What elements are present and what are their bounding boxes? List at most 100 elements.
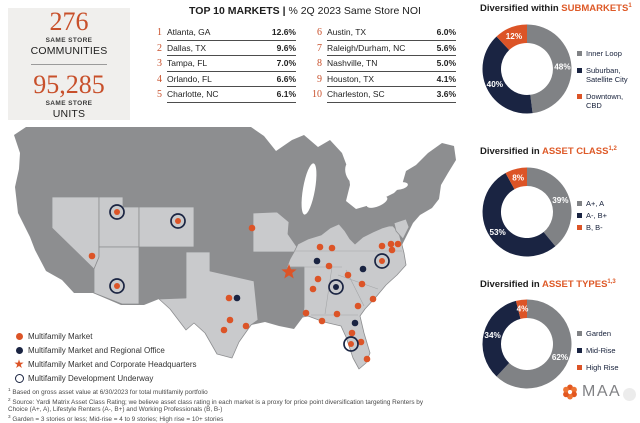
- legend-label: Suburban, Satellite City: [586, 66, 628, 84]
- map-markers: [88, 204, 402, 363]
- units-count: 95,285: [33, 69, 105, 99]
- marker-regional-office: [351, 319, 359, 327]
- map-legend-label: Multifamily Market and Corporate Headqua…: [28, 359, 197, 369]
- marker-multifamily-market: [318, 317, 326, 325]
- headquarters-star-icon: ★: [13, 357, 25, 372]
- legend-label: A+, A: [586, 199, 605, 208]
- markets-tables: 1 Atlanta, GA 12.6% 2 Dallas, TX 9.6% 3 Tampa, …: [148, 25, 462, 103]
- donut-value-label: 39%: [552, 196, 569, 205]
- map-legend-item: Multifamily Market: [10, 330, 197, 344]
- legend-label: Downtown, CBD: [586, 92, 624, 110]
- legend-label: High Rise: [586, 363, 619, 372]
- donut-value-label: 40%: [487, 80, 504, 89]
- legend-item: A+, A: [577, 199, 607, 208]
- same-store-stats-box: 276 SAME STORE COMMUNITIES 95,285 SAME S…: [8, 8, 130, 120]
- communities-count: 276: [49, 6, 89, 36]
- chart-legend: Garden Mid-Rise High Rise: [577, 329, 619, 372]
- chart-title-prefix: Diversified in: [480, 146, 542, 158]
- marker-multifamily-market: [369, 295, 377, 303]
- asset-class-chart: Diversified in ASSET CLASS1,2 39% 53% 8% A+,…: [480, 146, 640, 282]
- table-row: 8 Nashville, TN 5.0%: [308, 56, 456, 72]
- market-noi-share: 3.6%: [436, 89, 456, 100]
- market-noi-share: 12.6%: [271, 27, 296, 38]
- market-noi-share: 5.0%: [436, 58, 456, 69]
- top-10-markets: TOP 10 MARKETS | % 2Q 2023 Same Store NO…: [148, 5, 462, 103]
- marker-development-market: [348, 341, 354, 347]
- marker-multifamily-market: [309, 285, 317, 293]
- footnote-text: Source: Yardi Matrix Asset Class Rating;…: [8, 399, 424, 414]
- chart-title: Diversified in ASSET TYPES1,3: [480, 279, 640, 290]
- marker-regional-office: [313, 257, 321, 265]
- legend-label: A-, B+: [586, 211, 608, 220]
- market-rank: 8: [317, 58, 322, 70]
- chart-title-prefix: Diversified within: [480, 3, 562, 15]
- market-cells: Atlanta, GA 12.6%: [167, 25, 296, 41]
- stats-divider: [31, 63, 107, 65]
- state-texas: [158, 251, 259, 359]
- map-legend-item: Multifamily Development Underway: [10, 371, 197, 385]
- marker-development-ring: [374, 253, 390, 269]
- markets-table-right: 6 Austin, TX 6.0% 7 Raleigh/Durham, NC 5.6% 8 N…: [308, 25, 456, 103]
- legend-swatch: [577, 224, 582, 230]
- map-legend: Multifamily Market Multifamily Market and…: [10, 330, 197, 385]
- table-row: 4 Orlando, FL 6.6%: [148, 72, 296, 87]
- legend-item: A-, B+: [577, 211, 607, 220]
- chart-title-highlight: SUBMARKETS: [561, 3, 629, 15]
- table-row: 3 Tampa, FL 7.0%: [148, 56, 296, 72]
- market-cells: Raleigh/Durham, NC 5.6%: [327, 41, 456, 56]
- donut-value-label: 8%: [512, 173, 525, 182]
- market-noi-share: 5.6%: [436, 42, 456, 53]
- marker-multifamily-market: [226, 316, 234, 324]
- market-noi-share: 9.6%: [276, 42, 296, 53]
- footnotes: 1 Based on gross asset value at 6/30/202…: [8, 386, 436, 423]
- legend-swatch: [577, 67, 582, 73]
- marker-regional-office: [359, 265, 367, 273]
- market-name: Orlando, FL: [167, 73, 212, 84]
- market-rank: 7: [317, 42, 322, 54]
- marker-development-ring: [109, 204, 125, 220]
- chart-title-superscript: 1,3: [607, 279, 616, 285]
- legend-item: Mid-Rise: [577, 346, 619, 355]
- donut-slice-A+, A: [527, 167, 572, 247]
- marker-development-regional: [333, 284, 339, 290]
- state-arizona: [93, 246, 140, 305]
- table-row: 5 Charlotte, NC 6.1%: [148, 87, 296, 103]
- donut-value-label: 12%: [506, 32, 523, 41]
- decorative-circle: [623, 388, 636, 401]
- marker-multifamily-market: [363, 355, 371, 363]
- communities-sublabel: SAME STORE: [45, 36, 93, 44]
- state-colorado: [138, 206, 195, 248]
- maa-flower-icon: [563, 384, 577, 400]
- marker-multifamily-market: [348, 329, 356, 337]
- donut-slice-B, B-: [505, 167, 527, 190]
- footnote-superscript: 2: [8, 397, 11, 403]
- map-legend-item: ★ Multifamily Market and Corporate Headqu…: [10, 358, 197, 372]
- table-row: 6 Austin, TX 6.0%: [308, 25, 456, 41]
- donut-2: 62% 34% 4%: [482, 299, 572, 389]
- marker-multifamily-market: [325, 262, 333, 270]
- legend-swatch: [577, 50, 582, 56]
- marker-multifamily-market: [242, 322, 250, 330]
- marker-development-ring: [109, 278, 125, 294]
- table-row: 2 Dallas, TX 9.6%: [148, 41, 296, 56]
- market-noi-share: 6.1%: [276, 89, 296, 100]
- marker-multifamily-market: [316, 243, 324, 251]
- donut-1: 39% 53% 8%: [482, 167, 572, 257]
- footnote: 3 Garden = 3 stories or less; Mid-rise =…: [8, 413, 436, 423]
- marker-multifamily-market: [357, 338, 365, 346]
- market-name: Houston, TX: [327, 73, 375, 84]
- marker-multifamily-market: [220, 326, 228, 334]
- market-name: Tampa, FL: [167, 58, 208, 69]
- marker-multifamily-market: [314, 275, 322, 283]
- footnote: 2 Source: Yardi Matrix Asset Class Ratin…: [8, 396, 436, 413]
- marker-development-market: [175, 218, 181, 224]
- map-legend-icon-star: ★: [10, 357, 28, 372]
- donut-slice-Garden: [496, 299, 572, 389]
- market-name: Austin, TX: [327, 27, 367, 38]
- donut-slice-High Rise: [515, 299, 527, 319]
- donut-value-label: 34%: [484, 331, 501, 340]
- legend-label: B, B-: [586, 223, 603, 232]
- submarkets-chart: Diversified within SUBMARKETS1 48% 40% 12% I…: [480, 3, 640, 139]
- legend-swatch: [577, 330, 582, 336]
